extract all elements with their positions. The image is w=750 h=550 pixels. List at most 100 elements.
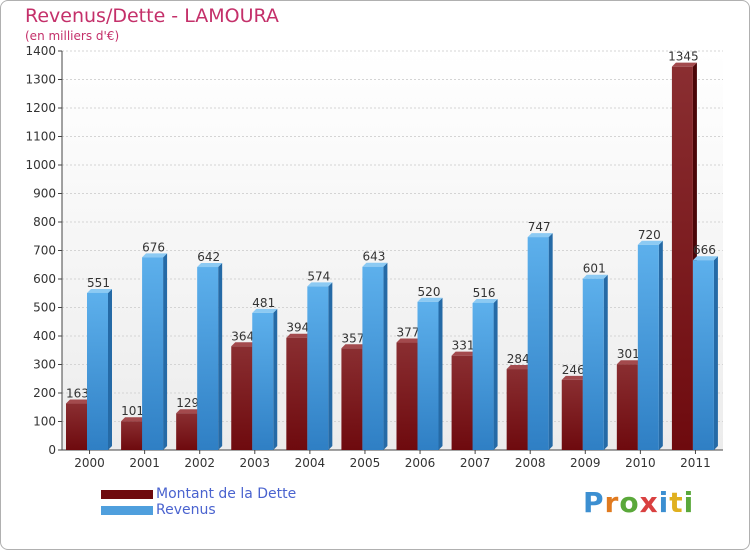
legend-item-dette: Montant de la Dette (101, 486, 296, 502)
data-label-revenus: 551 (87, 276, 110, 290)
y-tick-label: 600 (33, 272, 56, 286)
proxiti-logo: Proxiti (583, 486, 694, 519)
bar-top-dette (231, 342, 257, 347)
x-tick-label: 2000 (74, 456, 105, 470)
bar-revenus (527, 237, 549, 450)
x-tick-label: 2011 (680, 456, 711, 470)
bar-revenus (197, 267, 219, 450)
logo-letter: r (604, 486, 620, 519)
data-label-revenus: 676 (142, 240, 165, 254)
y-tick-label: 300 (33, 358, 56, 372)
bar-top-revenus (637, 240, 663, 245)
data-label-revenus: 601 (583, 262, 606, 276)
bar-revenus (472, 302, 494, 450)
data-label-dette: 331 (452, 339, 475, 353)
bar-side-revenus (383, 262, 388, 450)
bar-revenus (362, 266, 384, 450)
y-tick-label: 900 (33, 187, 56, 201)
bar-dette (616, 364, 638, 450)
data-label-dette: 377 (397, 326, 420, 340)
logo-letter: i (683, 486, 695, 519)
bar-top-dette (616, 360, 642, 365)
data-label-revenus: 643 (362, 250, 385, 264)
x-tick-label: 2002 (184, 456, 215, 470)
legend: Montant de la Dette Revenus (101, 486, 296, 518)
x-tick-label: 2004 (295, 456, 326, 470)
data-label-revenus: 516 (473, 286, 496, 300)
y-tick-label: 1300 (25, 73, 56, 87)
x-tick-label: 2007 (460, 456, 491, 470)
bar-dette (121, 421, 143, 450)
bar-revenus (582, 278, 604, 450)
bar-top-dette (671, 62, 697, 67)
bar-top-dette (66, 399, 91, 404)
bar-top-dette (286, 333, 312, 338)
bar-revenus (307, 286, 329, 450)
y-tick-label: 1400 (25, 44, 56, 58)
bar-revenus (252, 312, 274, 450)
y-tick-label: 1200 (25, 101, 56, 115)
x-tick-label: 2001 (129, 456, 160, 470)
data-label-revenus: 642 (197, 250, 220, 264)
x-tick-label: 2009 (570, 456, 601, 470)
bar-dette (286, 337, 308, 450)
data-label-dette: 364 (231, 329, 254, 343)
y-tick-label: 700 (33, 244, 56, 258)
y-tick-label: 200 (33, 386, 56, 400)
data-label-revenus: 481 (252, 296, 275, 310)
bar-side-revenus (603, 274, 608, 450)
bar-side-revenus (493, 298, 498, 450)
logo-letter: t (669, 486, 684, 519)
bar-top-revenus (417, 297, 443, 302)
legend-label-dette: Montant de la Dette (156, 486, 297, 502)
data-label-dette: 1345 (668, 50, 699, 64)
logo-letter: i (658, 486, 670, 519)
bar-dette (231, 346, 253, 450)
bar-top-dette (561, 375, 587, 380)
bar-revenus (142, 257, 164, 450)
bar-side-revenus (328, 282, 333, 450)
bar-side-revenus (218, 263, 223, 450)
data-label-revenus: 747 (528, 220, 551, 234)
legend-label-revenus: Revenus (156, 502, 216, 518)
bar-dette (66, 403, 87, 450)
bar-dette (671, 66, 693, 451)
legend-swatch-revenus (101, 505, 153, 515)
y-tick-label: 1100 (25, 130, 56, 144)
chart-subtitle: (en milliers d'€) (25, 29, 120, 43)
data-label-revenus: 666 (693, 243, 716, 257)
y-tick-label: 1000 (25, 158, 56, 172)
bar-top-revenus (142, 253, 168, 258)
data-label-revenus: 720 (638, 228, 661, 242)
bar-revenus (637, 244, 659, 450)
bar-top-revenus (252, 308, 278, 313)
y-tick-label: 800 (33, 215, 56, 229)
y-tick-label: 0 (48, 443, 56, 457)
y-tick-label: 100 (33, 415, 56, 429)
data-label-revenus: 574 (307, 269, 330, 283)
bar-top-dette (506, 365, 532, 370)
bar-dette (396, 342, 418, 450)
legend-swatch-dette (101, 489, 153, 499)
data-label-revenus: 520 (418, 285, 441, 299)
bar-top-revenus (527, 233, 553, 238)
bar-top-revenus (87, 288, 112, 293)
y-tick-label: 500 (33, 301, 56, 315)
logo-letter: x (639, 486, 659, 519)
data-label-dette: 301 (617, 347, 640, 361)
bar-revenus (87, 292, 108, 450)
data-label-dette: 284 (507, 352, 530, 366)
bar-side-revenus (163, 253, 168, 450)
logo-letter: P (583, 486, 605, 519)
bar-side-revenus (108, 288, 112, 450)
bar-side-revenus (438, 297, 443, 450)
bar-side-revenus (548, 233, 553, 450)
data-label-dette: 129 (176, 396, 199, 410)
bar-top-revenus (472, 298, 498, 303)
plot-background (62, 51, 723, 450)
x-tick-label: 2008 (515, 456, 546, 470)
bar-dette (451, 355, 473, 450)
y-tick-label: 400 (33, 329, 56, 343)
